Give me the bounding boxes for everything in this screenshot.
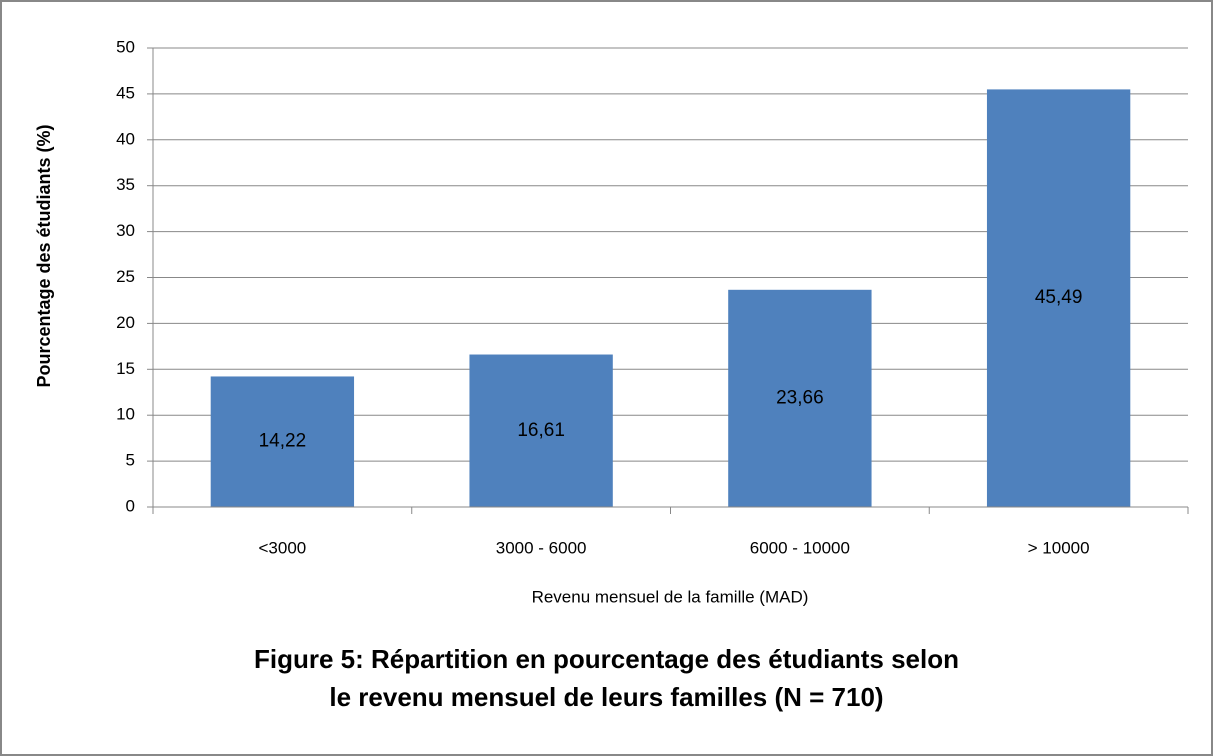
bar [728, 289, 872, 507]
y-tick-label: 20 [116, 313, 135, 332]
x-tick-label: 3000 - 6000 [496, 538, 587, 557]
y-tick-label: 0 [126, 496, 135, 515]
y-tick-label: 15 [116, 359, 135, 378]
y-tick-label: 5 [126, 451, 135, 470]
data-label: 14,22 [259, 431, 307, 452]
data-label: 45,49 [1035, 287, 1083, 308]
y-tick-label: 10 [116, 405, 135, 424]
bar [469, 354, 613, 507]
y-axis-label: Pourcentage des étudiants (%) [34, 124, 54, 387]
data-label: 16,61 [517, 420, 565, 441]
y-tick-label: 35 [116, 175, 135, 194]
data-label: 23,66 [776, 387, 824, 408]
x-axis-label: Revenu mensuel de la famille (MAD) [532, 587, 809, 606]
chart-title: Figure 5: Répartition en pourcentage des… [254, 644, 959, 712]
bar [210, 376, 355, 507]
x-tick-label: > 10000 [1028, 538, 1090, 557]
bar [986, 89, 1131, 508]
y-tick-label: 40 [116, 129, 135, 148]
x-tick-label: 6000 - 10000 [750, 538, 850, 557]
y-tick-label: 45 [116, 83, 135, 102]
y-tick-label: 50 [116, 37, 135, 56]
y-tick-label: 30 [116, 221, 135, 240]
x-tick-label: <3000 [259, 538, 307, 557]
y-tick-label: 25 [116, 267, 135, 286]
